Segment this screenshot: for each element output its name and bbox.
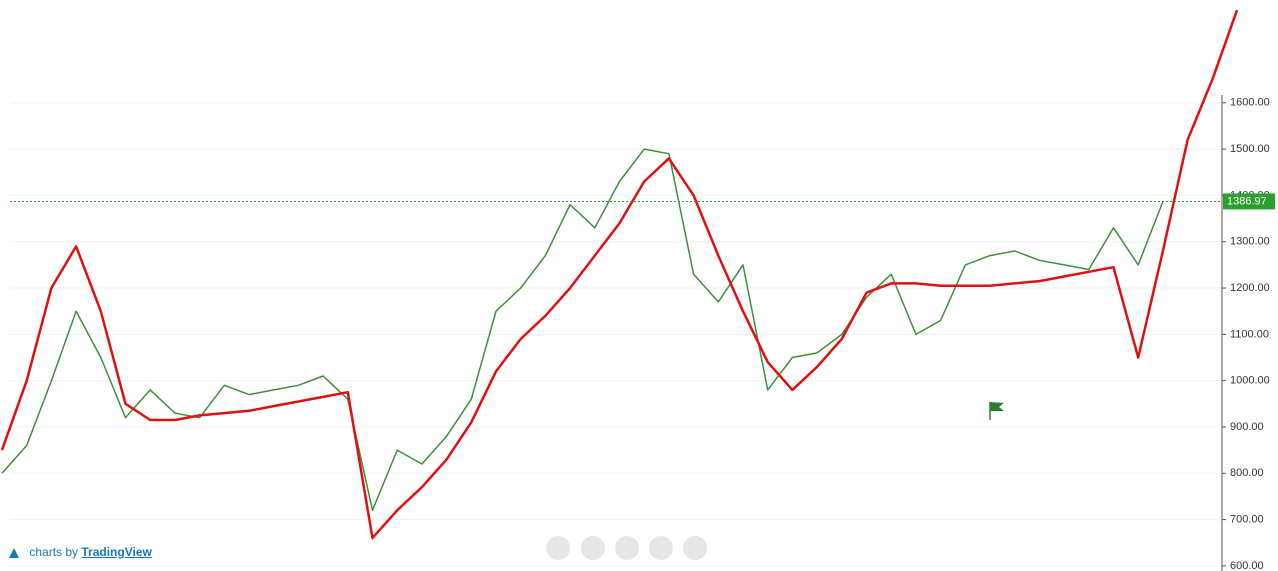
attribution: charts by TradingView: [8, 545, 152, 559]
zoom-out-button[interactable]: [581, 536, 605, 560]
y-tick-label: 1200.00: [1230, 282, 1270, 294]
y-tick-label: 700.00: [1230, 514, 1264, 526]
flag-icon: [989, 402, 1004, 420]
y-tick-label: 800.00: [1230, 467, 1264, 479]
last-price-box: [1223, 193, 1275, 210]
last-price-label: 1386.97: [1227, 195, 1267, 207]
y-tick-label: 1600.00: [1230, 97, 1270, 109]
y-tick-label: 1100.00: [1230, 328, 1269, 340]
reset-button[interactable]: [615, 536, 639, 560]
series-line: [1, 148, 1164, 512]
scroll-right-button[interactable]: [683, 536, 707, 560]
y-tick-label: 1300.00: [1230, 236, 1270, 248]
logo: [9, 547, 19, 558]
y-tick-label: 900.00: [1230, 421, 1264, 433]
y-tick-label: 1500.00: [1230, 143, 1270, 155]
y-tick-label: 1000.00: [1230, 375, 1270, 387]
attribution-prefix: charts by: [29, 545, 79, 559]
y-tick-label: 600.00: [1230, 560, 1264, 571]
attribution-link[interactable]: TradingView: [81, 545, 152, 559]
zoom-in-button[interactable]: [649, 536, 673, 560]
scroll-left-button[interactable]: [546, 536, 570, 560]
zoom-controls: [546, 536, 707, 560]
series-line: [0, 9, 1239, 540]
